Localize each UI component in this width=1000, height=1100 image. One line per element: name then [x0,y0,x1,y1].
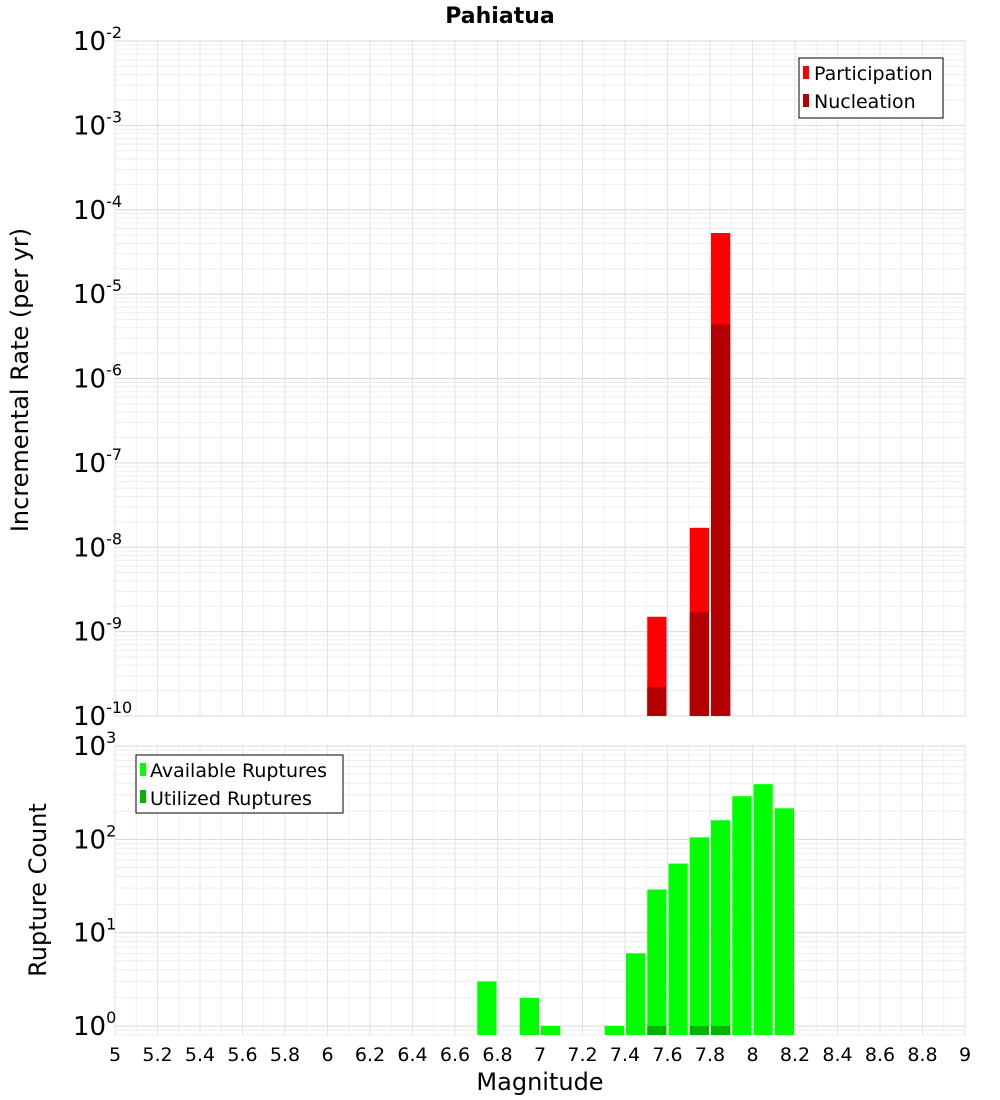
top-legend-box [798,57,944,119]
y-tick-label: 10-8 [73,529,122,563]
x-tick-label: 7.8 [695,1044,725,1066]
y-tick-label: 10-10 [73,698,132,732]
legend-swatch-participation [803,66,809,79]
x-tick-label: 7.2 [567,1044,597,1066]
y-tick-label: 10-7 [73,445,122,479]
bottom-bar-utilized-ruptures [647,1025,667,1035]
bottom-bar-utilized-ruptures [689,1025,709,1035]
legend-swatch-nucleation [803,94,809,107]
x-tick-label: 5.2 [142,1044,172,1066]
top-bar-nucleation [711,324,731,716]
bottom-bar-available-ruptures [519,997,539,1035]
bottom-bar-available-ruptures [774,808,794,1035]
top-panel: 10-2 10-3 10-4 10-5 10-6 10-7 10-8 10-9 10-10 In… [6,23,966,732]
x-tick-label: 6.4 [397,1044,427,1066]
bottom-legend: Available Ruptures Utilized Ruptures [135,754,344,814]
top-y-axis-label: Incremental Rate (per yr) [6,228,34,532]
x-tick-label: 5.8 [270,1044,300,1066]
y-tick-label: 10-4 [73,192,122,226]
legend-label-utilized: Utilized Ruptures [150,788,312,810]
x-tick-label: 6 [321,1044,333,1066]
x-tick-label: 5 [109,1044,121,1066]
top-y-ticks: 10-2 10-3 10-4 10-5 10-6 10-7 10-8 10-9 10-10 [73,23,132,732]
top-bars [647,233,731,716]
top-bar-nucleation [647,687,667,716]
bottom-bar-available-ruptures [711,820,731,1035]
legend-label-nucleation: Nucleation [814,91,916,113]
legend-label-participation: Participation [814,63,933,85]
y-tick-label: 10-9 [73,614,122,648]
x-tick-label: 8.8 [907,1044,937,1066]
bottom-bar-available-ruptures [647,889,667,1035]
x-tick-label: 6.8 [482,1044,512,1066]
bottom-bar-utilized-ruptures [711,1025,731,1035]
bottom-bar-available-ruptures [753,784,773,1035]
x-tick-label: 8.6 [865,1044,895,1066]
top-grid [114,40,966,717]
x-tick-label: 8 [746,1044,758,1066]
bottom-bar-available-ruptures [477,981,497,1035]
bottom-y-ticks: 103 102 101 100 [73,728,116,1042]
top-bar-nucleation [689,612,709,716]
y-tick-label: 100 [73,1008,116,1042]
legend-swatch-utilized [140,790,146,803]
x-tick-label: 5.6 [227,1044,257,1066]
x-axis-label: Magnitude [476,1068,603,1096]
y-tick-label: 10-2 [73,23,122,57]
bottom-bar-available-ruptures [668,863,688,1035]
x-tick-label: 8.2 [780,1044,810,1066]
bottom-legend-box [135,754,344,814]
bottom-bar-available-ruptures [541,1025,561,1035]
y-tick-label: 101 [73,915,116,949]
y-tick-label: 10-5 [73,276,122,310]
y-tick-label: 10-6 [73,361,122,395]
x-ticks: 5 5.2 5.4 5.6 5.8 6 6.2 6.4 6.6 6.8 7 7.2 7.4 7.6 7.8 8… [109,1044,971,1066]
bottom-bar-available-ruptures [732,796,752,1035]
x-tick-label: 5.4 [185,1044,215,1066]
chart-title: Pahiatua [445,4,554,29]
bottom-y-axis-label: Rupture Count [24,803,52,977]
bottom-bar-available-ruptures [626,953,646,1035]
x-tick-label: 6.2 [355,1044,385,1066]
legend-swatch-available [140,763,146,776]
bottom-bar-available-ruptures [604,1025,624,1035]
bottom-bars [477,784,794,1035]
x-tick-label: 7.6 [652,1044,682,1066]
x-tick-label: 6.6 [440,1044,470,1066]
bottom-bar-available-ruptures [689,837,709,1035]
y-tick-label: 102 [73,821,116,855]
y-tick-label: 103 [73,728,116,762]
top-legend: Participation Nucleation [798,57,944,119]
x-tick-label: 7 [534,1044,546,1066]
legend-label-available: Available Ruptures [150,760,327,782]
x-tick-label: 7.4 [610,1044,640,1066]
x-tick-label: 8.4 [822,1044,852,1066]
bottom-panel: 103 102 101 100 5 5.2 5.4 5.6 5.8 6 6.2 6.4 6.6 6.8 7… [24,728,971,1096]
y-tick-label: 10-3 [73,107,122,141]
x-tick-label: 9 [959,1044,971,1066]
